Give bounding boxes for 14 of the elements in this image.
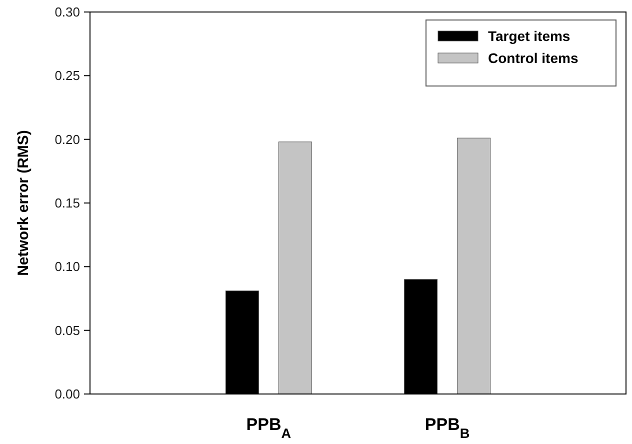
- y-tick-label: 0.20: [54, 132, 80, 147]
- y-tick-label: 0.10: [54, 259, 80, 274]
- y-axis-title: Network error (RMS): [15, 130, 32, 276]
- legend-label: Control items: [488, 50, 578, 66]
- y-tick-label: 0.15: [54, 196, 80, 211]
- y-tick-label: 0.25: [54, 68, 80, 84]
- x-tick-label: PPB$_{B}$: [424, 415, 470, 440]
- x-tick-label: PPB$_{A}$: [246, 415, 292, 440]
- bar: [457, 138, 491, 394]
- y-tick-label: 0.05: [54, 322, 80, 338]
- legend-label: Target items: [488, 28, 570, 44]
- bar: [278, 142, 312, 394]
- y-tick-label: 0.00: [54, 386, 80, 402]
- y-tick-label: 0.30: [54, 4, 80, 20]
